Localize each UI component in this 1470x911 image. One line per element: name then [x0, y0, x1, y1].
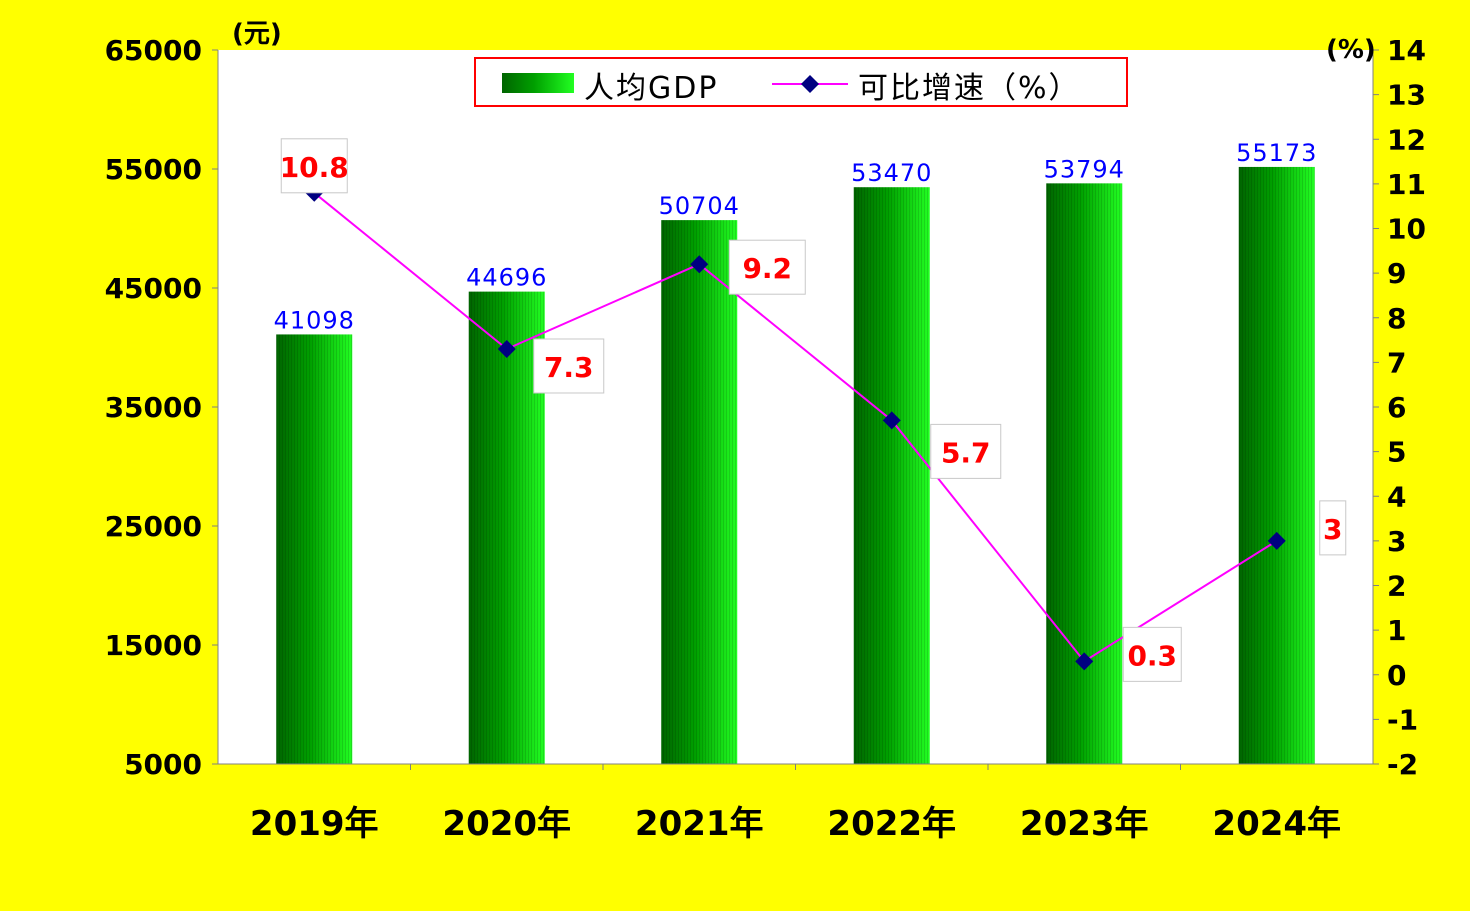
left-tick-label: 45000 — [105, 272, 202, 305]
legend: 人均GDP 可比增速（%） — [474, 57, 1128, 107]
plot-area — [218, 50, 1373, 764]
left-tick-label: 35000 — [105, 391, 202, 424]
right-tick-label: 6 — [1387, 391, 1406, 424]
bar-value-label: 41098 — [274, 306, 355, 334]
right-tick-label: -1 — [1387, 703, 1418, 736]
right-tick-label: 10 — [1387, 213, 1426, 246]
labels-layer: 41098 44696 50704 53470 53794 55173 10.8 7.3 9.2… — [274, 138, 1347, 682]
growth-marker — [1267, 531, 1286, 550]
bar-value-label: 44696 — [466, 264, 547, 292]
right-tick-label: 7 — [1387, 346, 1406, 379]
right-tick-label: 13 — [1387, 79, 1426, 112]
growth-value-label: 5.7 — [941, 436, 991, 469]
bar-texture — [661, 220, 738, 764]
right-tick-label: 5 — [1387, 436, 1406, 469]
growth-value-label: 9.2 — [742, 252, 792, 285]
growth-line — [313, 192, 1278, 663]
category-label: 2021年 — [635, 804, 764, 844]
right-tick-label: 14 — [1387, 34, 1426, 67]
growth-marker — [690, 255, 709, 274]
growth-label-box — [533, 338, 605, 394]
right-tick-label: 0 — [1387, 659, 1406, 692]
growth-marker — [882, 411, 901, 430]
growth-label-box — [280, 138, 348, 194]
left-axis-unit: (元) — [232, 19, 282, 49]
growth-marker — [1075, 652, 1094, 671]
right-tick-label: 1 — [1387, 614, 1406, 647]
legend-bar-label: 人均GDP — [584, 71, 718, 106]
bar-texture — [1046, 183, 1123, 765]
bar-texture — [468, 291, 545, 764]
legend-line-label: 可比增速（%） — [858, 71, 1081, 106]
growth-label-box — [728, 239, 806, 295]
right-tick-label: 9 — [1387, 257, 1406, 290]
category-label: 2023年 — [1020, 804, 1149, 844]
growth-value-label: 10.8 — [280, 151, 349, 184]
category-label: 2019年 — [250, 804, 379, 844]
left-tick-label: 65000 — [105, 34, 202, 67]
left-tick-label: 55000 — [105, 153, 202, 186]
legend-box — [474, 57, 1128, 107]
legend-bar-swatch — [502, 73, 574, 93]
growth-value-label: 7.3 — [544, 351, 594, 384]
right-tick-label: -2 — [1387, 748, 1418, 781]
bar-value-label: 50704 — [659, 192, 740, 220]
bar-texture — [1238, 166, 1315, 765]
category-label: 2020年 — [442, 804, 571, 844]
right-tick-label: 8 — [1387, 302, 1406, 335]
growth-value-label: 0.3 — [1127, 639, 1177, 672]
right-tick-label: 12 — [1387, 123, 1426, 156]
growth-label-box — [1319, 500, 1347, 556]
category-label: 2024年 — [1212, 804, 1341, 844]
axis-layer: 5000 15000 25000 35000 45000 55000 65000 -2 -1 0 1… — [105, 19, 1426, 844]
bar-value-label: 53470 — [851, 159, 932, 187]
right-axis-unit: (%) — [1326, 35, 1376, 65]
category-label: 2022年 — [827, 804, 956, 844]
growth-label-box — [1122, 626, 1182, 682]
right-tick-label: 4 — [1387, 480, 1406, 513]
bar-texture — [276, 334, 353, 764]
right-tick-label: 2 — [1387, 570, 1406, 603]
left-tick-label: 5000 — [124, 748, 202, 781]
right-tick-label: 3 — [1387, 525, 1406, 558]
left-tick-label: 15000 — [105, 629, 202, 662]
growth-marker — [497, 339, 516, 358]
bar-value-label: 53794 — [1044, 155, 1125, 183]
right-tick-label: 11 — [1387, 168, 1426, 201]
legend-marker-swatch — [801, 75, 819, 93]
growth-label-box — [930, 423, 1002, 479]
growth-value-label: 3 — [1323, 513, 1342, 546]
bar-texture — [853, 187, 930, 764]
bar-value-label: 55173 — [1236, 139, 1317, 167]
left-tick-label: 25000 — [105, 510, 202, 543]
